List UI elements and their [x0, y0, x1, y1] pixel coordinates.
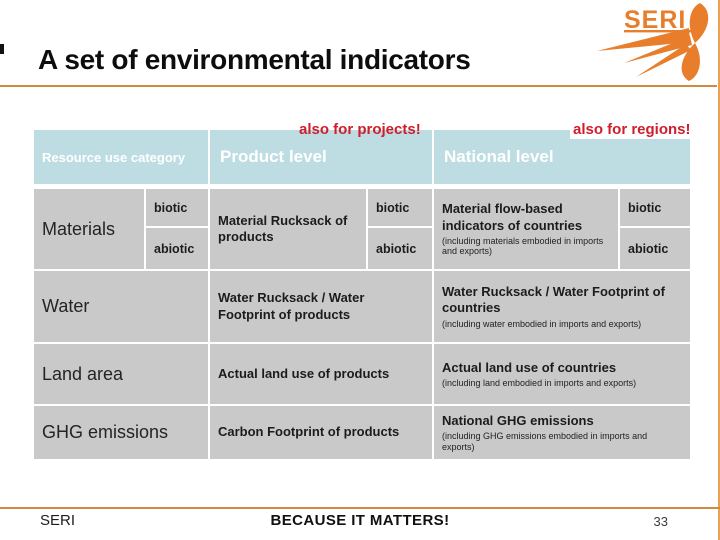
cell-category-land-area: Land area — [34, 344, 208, 404]
header-product-level: Product level — [210, 130, 432, 184]
cell-ghg-product: Carbon Footprint of products — [210, 406, 432, 459]
annotation-also-for-projects: also for projects! — [299, 121, 421, 138]
footer-seri-label: SERI — [40, 512, 76, 529]
land-national-title: Actual land use of countries — [442, 359, 617, 375]
water-national-title: Water Rucksack / Water Footprint of coun… — [442, 284, 665, 316]
page-title: A set of environmental indicators — [38, 44, 471, 75]
slide-edge-notch — [0, 44, 4, 54]
cell-category-ghg-emissions: GHG emissions — [34, 406, 208, 459]
table-header-row: Resource use category Product level Nati… — [34, 130, 690, 184]
ghg-national-note: (including GHG emissions embodied in imp… — [442, 431, 648, 452]
land-national-note: (including land embodied in imports and … — [442, 377, 637, 388]
page-number: 33 — [653, 514, 668, 529]
footer-divider — [0, 507, 720, 509]
cell-materials-product-abiotic: abiotic — [368, 228, 432, 269]
header-national-level: National level — [434, 130, 690, 184]
seri-logo-icon: SERI — [597, 3, 709, 81]
cell-materials-product: Material Rucksack of products — [210, 189, 366, 269]
cell-land-national: Actual land use of countries (including … — [434, 344, 690, 404]
header-resource-use-category: Resource use category — [34, 130, 208, 184]
cell-water-product: Water Rucksack / Water Footprint of prod… — [210, 271, 432, 342]
cell-materials-abiotic: abiotic — [146, 228, 208, 269]
cell-ghg-national: National GHG emissions (including GHG em… — [434, 406, 690, 459]
cell-materials-national-biotic: biotic — [620, 189, 690, 226]
cell-category-water: Water — [34, 271, 208, 342]
cell-category-materials: Materials — [34, 189, 144, 269]
cell-land-product: Actual land use of products — [210, 344, 432, 404]
cell-water-national: Water Rucksack / Water Footprint of coun… — [434, 271, 690, 342]
cell-materials-national: Material flow-based indicators of countr… — [434, 189, 618, 269]
materials-national-title: Material flow-based indicators of countr… — [442, 201, 583, 233]
materials-national-note: (including materials embodied in imports… — [442, 235, 604, 257]
ghg-national-title: National GHG emissions — [442, 413, 594, 429]
cell-materials-product-biotic: biotic — [368, 189, 432, 226]
footer-slogan: BECAUSE IT MATTERS! — [270, 512, 450, 529]
cell-materials-biotic: biotic — [146, 189, 208, 226]
water-national-note: (including water embodied in imports and… — [442, 318, 642, 329]
annotation-also-for-regions: also for regions! — [570, 121, 694, 139]
seri-logo-text: SERI — [624, 6, 686, 34]
right-edge-divider — [718, 0, 720, 540]
indicators-table: Materials biotic abiotic Material Rucksa… — [34, 189, 690, 459]
title-divider — [0, 85, 717, 87]
cell-materials-national-abiotic: abiotic — [620, 228, 690, 269]
